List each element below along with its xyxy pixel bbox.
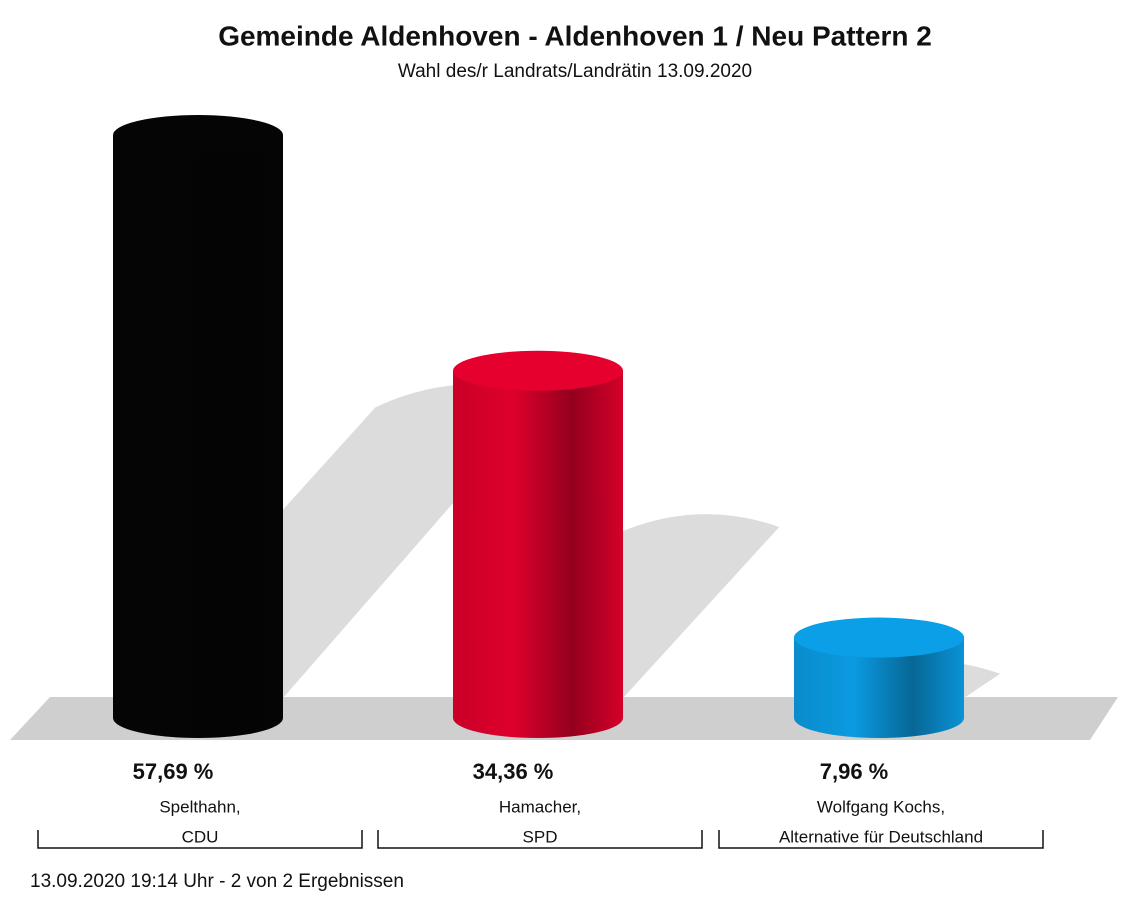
category-label: Hamacher,: [499, 797, 581, 816]
category-label: SPD: [523, 827, 558, 846]
category-label: Wolfgang Kochs,: [817, 797, 945, 816]
category-label: Spelthahn,: [159, 797, 240, 816]
bars: [113, 115, 1001, 738]
category-bracket: [37, 830, 363, 849]
footnote: 13.09.2020 19:14 Uhr - 2 von 2 Ergebniss…: [30, 871, 404, 892]
category-bracket: [718, 830, 1044, 849]
bar: [113, 135, 283, 738]
bar-top: [794, 617, 964, 658]
bar: [453, 370, 623, 738]
bar-top: [453, 350, 623, 391]
category-label: Alternative für Deutschland: [779, 827, 983, 846]
chart-subtitle: Wahl des/r Landrats/Landrätin 13.09.2020: [398, 61, 752, 82]
category-label: CDU: [182, 827, 219, 846]
category-bracket: [377, 830, 703, 849]
bar: [794, 637, 964, 738]
value-label: 34,36 %: [473, 759, 554, 784]
chart-title: Gemeinde Aldenhoven - Aldenhoven 1 / Neu…: [218, 20, 932, 51]
value-label: 7,96 %: [820, 759, 889, 784]
bar-top: [113, 115, 283, 155]
value-label: 57,69 %: [133, 759, 214, 784]
